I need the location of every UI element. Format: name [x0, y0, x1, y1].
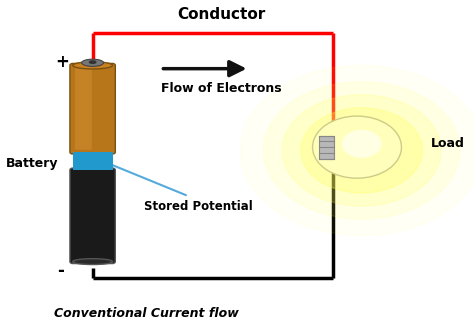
- Text: Conventional Current flow: Conventional Current flow: [54, 307, 239, 320]
- Circle shape: [301, 108, 422, 193]
- Bar: [319, 136, 334, 159]
- FancyBboxPatch shape: [75, 68, 92, 150]
- Text: Battery: Battery: [6, 157, 58, 170]
- FancyBboxPatch shape: [70, 168, 115, 264]
- Circle shape: [342, 130, 382, 158]
- Circle shape: [264, 82, 460, 219]
- Text: Conductor: Conductor: [177, 7, 265, 22]
- Ellipse shape: [73, 259, 112, 265]
- Text: +: +: [55, 53, 69, 71]
- Circle shape: [282, 95, 441, 206]
- Circle shape: [240, 65, 474, 235]
- Ellipse shape: [73, 62, 112, 69]
- Text: Load: Load: [431, 137, 465, 150]
- FancyBboxPatch shape: [70, 63, 115, 154]
- Bar: [73, 152, 112, 170]
- Text: Stored Potential: Stored Potential: [144, 199, 252, 213]
- Text: -: -: [57, 262, 64, 281]
- Ellipse shape: [82, 59, 103, 66]
- Circle shape: [312, 116, 401, 178]
- Ellipse shape: [89, 60, 97, 64]
- Text: Flow of Electrons: Flow of Electrons: [161, 82, 282, 95]
